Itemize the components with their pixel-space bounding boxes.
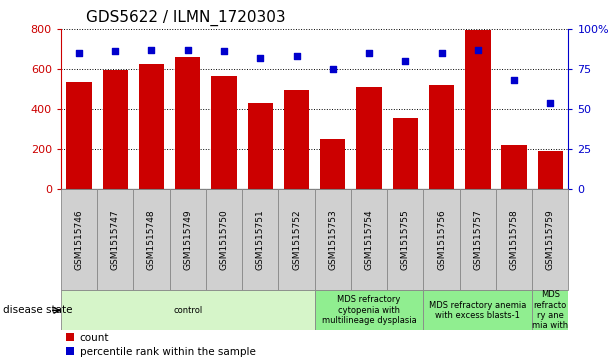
Point	[147, 47, 156, 53]
Point	[110, 49, 120, 54]
Bar	[66, 82, 92, 189]
Text: control: control	[173, 306, 202, 315]
Text: GSM1515759: GSM1515759	[546, 209, 555, 270]
Bar	[284, 90, 309, 189]
Text: GSM1515748: GSM1515748	[147, 209, 156, 270]
Bar	[423, 290, 532, 330]
Bar	[139, 64, 164, 189]
Text: disease state: disease state	[3, 305, 72, 315]
Text: GSM1515756: GSM1515756	[437, 209, 446, 270]
Bar	[387, 189, 423, 290]
Legend: count, percentile rank within the sample: count, percentile rank within the sample	[66, 333, 255, 357]
Bar	[315, 290, 423, 330]
Text: GSM1515749: GSM1515749	[183, 209, 192, 270]
Text: GSM1515757: GSM1515757	[473, 209, 482, 270]
Bar	[103, 70, 128, 189]
Text: GDS5622 / ILMN_1720303: GDS5622 / ILMN_1720303	[86, 10, 286, 26]
Point	[364, 50, 374, 56]
Text: GSM1515750: GSM1515750	[219, 209, 229, 270]
Point	[292, 53, 302, 59]
Bar	[465, 30, 491, 189]
Bar	[206, 189, 242, 290]
Bar	[212, 76, 237, 189]
Bar	[175, 57, 201, 189]
Point	[545, 99, 555, 105]
Text: MDS
refracto
ry ane
mia with: MDS refracto ry ane mia with	[532, 290, 568, 330]
Text: MDS refractory anemia
with excess blasts-1: MDS refractory anemia with excess blasts…	[429, 301, 527, 320]
Text: MDS refractory
cytopenia with
multilineage dysplasia: MDS refractory cytopenia with multilinea…	[322, 295, 416, 325]
Bar	[320, 139, 345, 189]
Bar	[97, 189, 133, 290]
Point	[473, 47, 483, 53]
Text: GSM1515758: GSM1515758	[510, 209, 519, 270]
Bar	[423, 189, 460, 290]
Text: GSM1515752: GSM1515752	[292, 209, 301, 270]
Bar	[537, 151, 563, 189]
Bar	[247, 103, 273, 189]
Bar	[242, 189, 278, 290]
Text: GSM1515753: GSM1515753	[328, 209, 337, 270]
Bar	[502, 145, 527, 189]
Bar	[532, 290, 568, 330]
Text: GSM1515755: GSM1515755	[401, 209, 410, 270]
Text: GSM1515754: GSM1515754	[365, 209, 373, 270]
Bar	[496, 189, 532, 290]
Bar	[532, 189, 568, 290]
Text: GSM1515751: GSM1515751	[256, 209, 264, 270]
Point	[183, 47, 193, 53]
Bar	[61, 189, 97, 290]
Bar	[356, 87, 382, 189]
Point	[401, 58, 410, 64]
Bar	[170, 189, 206, 290]
Point	[437, 50, 446, 56]
Point	[74, 50, 84, 56]
Point	[510, 77, 519, 83]
Bar	[393, 118, 418, 189]
Bar	[351, 189, 387, 290]
Point	[219, 49, 229, 54]
Point	[328, 66, 337, 72]
Bar	[61, 290, 315, 330]
Bar	[429, 85, 454, 189]
Text: GSM1515747: GSM1515747	[111, 209, 120, 270]
Text: GSM1515746: GSM1515746	[74, 209, 83, 270]
Point	[255, 55, 265, 61]
Bar	[278, 189, 315, 290]
Bar	[315, 189, 351, 290]
Bar	[460, 189, 496, 290]
Bar	[133, 189, 170, 290]
